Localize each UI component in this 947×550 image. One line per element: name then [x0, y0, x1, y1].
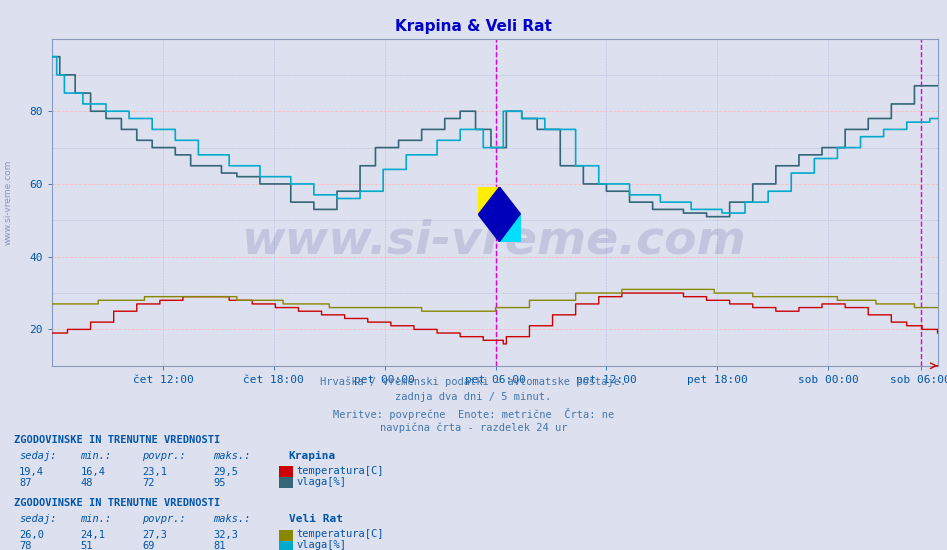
Text: 27,3: 27,3	[142, 530, 167, 540]
Text: 24,1: 24,1	[80, 530, 105, 540]
Text: 29,5: 29,5	[213, 466, 238, 477]
Text: 95: 95	[213, 477, 225, 488]
Text: Meritve: povprečne  Enote: metrične  Črta: ne: Meritve: povprečne Enote: metrične Črta:…	[333, 408, 614, 420]
Text: 32,3: 32,3	[213, 530, 238, 540]
Text: ZGODOVINSKE IN TRENUTNE VREDNOSTI: ZGODOVINSKE IN TRENUTNE VREDNOSTI	[14, 434, 221, 445]
Text: vlaga[%]: vlaga[%]	[296, 477, 347, 487]
Text: www.si-vreme.com: www.si-vreme.com	[3, 160, 12, 245]
Text: sedaj:: sedaj:	[19, 451, 57, 461]
Text: maks.:: maks.:	[213, 514, 251, 525]
Polygon shape	[500, 214, 521, 242]
Text: Krapina & Veli Rat: Krapina & Veli Rat	[395, 19, 552, 34]
Text: 78: 78	[19, 541, 31, 550]
Text: maks.:: maks.:	[213, 451, 251, 461]
Text: 81: 81	[213, 541, 225, 550]
Text: navpična črta - razdelek 24 ur: navpična črta - razdelek 24 ur	[380, 423, 567, 433]
Text: Veli Rat: Veli Rat	[289, 514, 343, 525]
Text: min.:: min.:	[80, 451, 112, 461]
Text: 69: 69	[142, 541, 154, 550]
Text: min.:: min.:	[80, 514, 112, 525]
Text: temperatura[C]: temperatura[C]	[296, 466, 384, 476]
Text: temperatura[C]: temperatura[C]	[296, 529, 384, 540]
Polygon shape	[478, 187, 500, 214]
Text: 26,0: 26,0	[19, 530, 44, 540]
Text: 72: 72	[142, 477, 154, 488]
Text: 19,4: 19,4	[19, 466, 44, 477]
Text: povpr.:: povpr.:	[142, 451, 186, 461]
Text: 87: 87	[19, 477, 31, 488]
Text: povpr.:: povpr.:	[142, 514, 186, 525]
Polygon shape	[478, 187, 521, 242]
Text: Krapina: Krapina	[289, 451, 336, 461]
Text: Hrvaška / vremenski podatki - avtomatske postaje.: Hrvaška / vremenski podatki - avtomatske…	[320, 377, 627, 387]
Text: ZGODOVINSKE IN TRENUTNE VREDNOSTI: ZGODOVINSKE IN TRENUTNE VREDNOSTI	[14, 498, 221, 508]
Text: 48: 48	[80, 477, 93, 488]
Text: www.si-vreme.com: www.si-vreme.com	[242, 219, 747, 264]
Text: sedaj:: sedaj:	[19, 514, 57, 525]
Text: 23,1: 23,1	[142, 466, 167, 477]
Text: 16,4: 16,4	[80, 466, 105, 477]
Text: 51: 51	[80, 541, 93, 550]
Text: vlaga[%]: vlaga[%]	[296, 540, 347, 550]
Text: zadnja dva dni / 5 minut.: zadnja dva dni / 5 minut.	[396, 392, 551, 402]
